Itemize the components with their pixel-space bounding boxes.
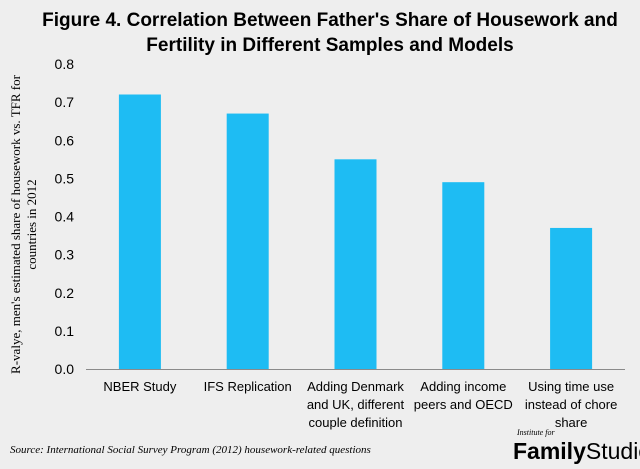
bar [442, 182, 485, 369]
y-tick-label: 0.8 [55, 56, 75, 72]
chart-title: Figure 4. Correlation Between Father's S… [42, 10, 618, 56]
bar [226, 113, 269, 369]
y-axis-ticks: 0.0 0.1 0.2 0.3 0.4 0.5 0.6 0.7 0.8 [55, 56, 75, 377]
bars [118, 94, 593, 369]
institute-logo: Institute for FamilyStudies [513, 428, 640, 466]
y-axis-label: R-valye, men's estimated share of housew… [8, 74, 39, 374]
logo-wordmark: FamilyStudies [513, 438, 640, 464]
y-tick-label: 0.2 [55, 285, 75, 301]
x-tick-label: Adding income peers and OECD [414, 379, 513, 412]
x-tick-label: IFS Replication [204, 379, 292, 394]
y-tick-label: 0.6 [55, 132, 75, 148]
bar [118, 94, 161, 369]
logo-word-studies: Studies [585, 438, 640, 464]
y-tick-label: 0.5 [55, 170, 75, 186]
x-tick-label: Adding Denmark and UK, different couple de… [307, 379, 405, 430]
bar [550, 227, 593, 369]
source-note: Source: International Social Survey Prog… [10, 444, 371, 456]
y-tick-label: 0.7 [55, 94, 75, 110]
logo-tagline: Institute for [517, 428, 555, 437]
x-axis-labels: NBER Study IFS Replication Adding Denmark a… [103, 379, 617, 430]
x-tick-label: Using time use instead of chore share [525, 379, 618, 430]
logo-word-family: Family [513, 438, 586, 464]
y-tick-label: 0.0 [55, 361, 75, 377]
y-tick-label: 0.4 [55, 209, 75, 225]
y-tick-label: 0.3 [55, 247, 75, 263]
x-tick-label: NBER Study [103, 379, 176, 394]
bar [334, 159, 377, 369]
y-tick-label: 0.1 [55, 323, 75, 339]
